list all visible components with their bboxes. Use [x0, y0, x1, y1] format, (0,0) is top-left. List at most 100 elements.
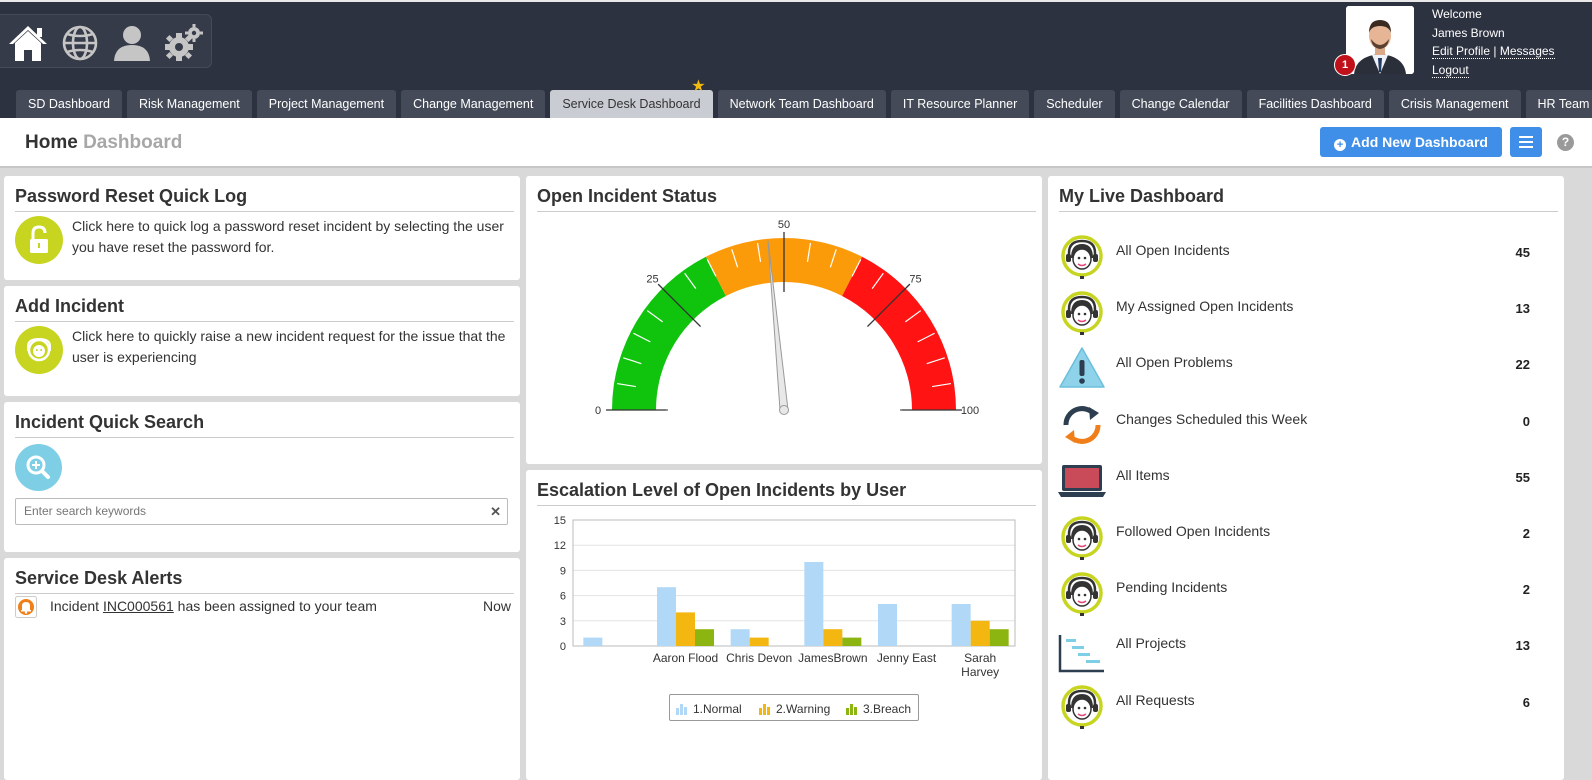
tab-scheduler[interactable]: Scheduler — [1034, 90, 1115, 119]
live-item-count: 2 — [1522, 526, 1530, 541]
live-item-label: Pending Incidents — [1116, 579, 1228, 596]
clear-icon[interactable]: ✕ — [490, 504, 501, 519]
panel-title: Add Incident — [15, 296, 124, 316]
alert-item[interactable]: Incident INC000561 has been assigned to … — [15, 596, 511, 618]
headset-agent-icon — [1058, 232, 1106, 280]
gauge-band-red — [842, 256, 956, 410]
logout-link[interactable]: Logout — [1432, 62, 1469, 78]
escalation-chart-panel: Escalation Level of Open Incidents by Us… — [526, 470, 1042, 780]
live-item-all-open-problems[interactable]: All Open Problems 22 — [1058, 344, 1558, 398]
user-name: James Brown — [1432, 25, 1505, 40]
incident-quick-search-panel: Incident Quick Search ✕ — [4, 402, 520, 552]
tab-sd-dashboard[interactable]: SD Dashboard — [16, 90, 122, 119]
gauge-minor-tick — [926, 357, 945, 365]
alert-prefix: Incident — [50, 598, 100, 614]
bar — [804, 562, 824, 646]
messages-link[interactable]: Messages — [1499, 44, 1555, 59]
help-icon[interactable]: ? — [1557, 134, 1574, 151]
live-item-count: 2 — [1522, 582, 1530, 598]
unlock-icon[interactable] — [15, 216, 63, 264]
live-item-count: 6 — [1522, 694, 1530, 710]
add-new-dashboard-button[interactable]: + Add New Dashboard — [1320, 127, 1502, 157]
avatar[interactable] — [1346, 6, 1414, 74]
live-item-label: Changes Scheduled this Week — [1116, 410, 1308, 427]
tab-change-management[interactable]: Change Management — [401, 90, 546, 119]
live-item-count: 45 — [1515, 245, 1530, 260]
bar — [823, 629, 843, 646]
page-title-dashboard: Dashboard — [83, 132, 183, 153]
panel-title: Incident Quick Search — [15, 412, 205, 432]
legend-item-normal[interactable]: 1.Normal — [676, 702, 742, 716]
headset-agent-icon[interactable] — [15, 326, 63, 374]
panel-title: Service Desk Alerts — [15, 568, 183, 588]
globe-icon[interactable] — [58, 21, 102, 65]
edit-profile-link[interactable]: Edit Profile — [1432, 44, 1491, 59]
bar — [695, 629, 714, 646]
y-tick-label: 12 — [554, 540, 566, 552]
y-tick-label: 6 — [560, 591, 566, 603]
x-tick-label: Harvey — [961, 665, 999, 679]
alert-message: has been assigned to your team — [177, 598, 377, 614]
menu-button[interactable] — [1510, 127, 1542, 157]
top-navigation-bar: 1 Welcome James Brown Edit Profile | Mes… — [0, 0, 1592, 119]
add-incident-panel[interactable]: Add Incident Click here to quickly raise… — [4, 286, 520, 396]
plot-area — [572, 519, 1016, 647]
chart-legend: 1.Normal 2.Warning 3.Breach — [669, 694, 919, 721]
tab-it-resource-planner[interactable]: IT Resource Planner — [890, 90, 1030, 119]
notification-badge[interactable]: 1 — [1334, 54, 1356, 76]
x-tick-label: Sarah — [964, 651, 996, 665]
live-item-count: 0 — [1522, 413, 1530, 429]
bar — [730, 629, 750, 646]
bell-icon — [15, 596, 37, 621]
legend-item-warning[interactable]: 2.Warning — [759, 702, 830, 716]
tab-facilities-dashboard[interactable]: Facilities Dashboard — [1246, 90, 1384, 119]
user-icon[interactable] — [110, 21, 154, 65]
gauge-minor-tick — [904, 310, 922, 323]
bar — [951, 604, 971, 646]
live-item-all-requests[interactable]: All Requests 6 — [1058, 682, 1558, 736]
password-reset-description[interactable]: Click here to quick log a password reset… — [72, 218, 504, 255]
dashboard-tabs: SD Dashboard Risk Management Project Manag… — [16, 79, 1592, 119]
live-item-count: 22 — [1515, 357, 1530, 373]
tab-project-management[interactable]: Project Management — [256, 90, 397, 119]
gauge-tick-label: 100 — [961, 405, 979, 417]
live-item-label: All Requests — [1116, 691, 1195, 708]
tab-crisis-management[interactable]: Crisis Management — [1388, 90, 1521, 119]
gantt-chart-icon — [1058, 625, 1106, 673]
live-item-changes-scheduled-this-week[interactable]: Changes Scheduled this Week 0 — [1058, 401, 1558, 455]
tab-risk-management[interactable]: Risk Management — [127, 90, 252, 119]
live-item-pending-incidents[interactable]: Pending Incidents 2 — [1058, 569, 1558, 623]
password-reset-panel[interactable]: Password Reset Quick Log Click here to q… — [4, 176, 520, 280]
gauge-minor-tick — [851, 259, 862, 277]
plus-circle-icon: + — [1334, 139, 1347, 151]
gauge-minor-tick — [829, 249, 837, 268]
headset-agent-icon — [1058, 569, 1106, 617]
zoom-in-icon[interactable] — [15, 444, 62, 491]
gauge-tick-label: 50 — [778, 219, 790, 231]
tab-hr-team[interactable]: HR Team — [1525, 90, 1592, 119]
live-item-all-open-incidents[interactable]: All Open Incidents 45 — [1058, 232, 1558, 286]
incident-link[interactable]: INC000561 — [102, 598, 174, 614]
gauge-minor-tick — [932, 382, 952, 388]
legend-item-breach[interactable]: 3.Breach — [846, 702, 911, 716]
live-item-followed-open-incidents[interactable]: Followed Open Incidents 2 — [1058, 513, 1558, 567]
live-item-label: Followed Open Incidents — [1116, 523, 1271, 539]
gauge-chart: 0 25 50 75 100 — [595, 219, 979, 417]
live-item-my-assigned-open-incidents[interactable]: My Assigned Open Incidents 13 — [1058, 288, 1558, 342]
gauge-minor-tick — [616, 382, 636, 388]
search-input[interactable] — [24, 504, 474, 518]
live-item-label: My Assigned Open Incidents — [1116, 298, 1294, 315]
tab-service-desk-dashboard[interactable]: Service Desk Dashboard ★ — [550, 79, 713, 119]
page-title-home: Home — [25, 132, 78, 153]
home-icon[interactable] — [6, 21, 50, 65]
live-item-all-projects[interactable]: All Projects 13 — [1058, 625, 1558, 679]
page-header: Home Dashboard + Add New Dashboard ? — [0, 118, 1592, 168]
add-incident-description[interactable]: Click here to quickly raise a new incide… — [72, 328, 506, 365]
live-item-all-items[interactable]: All Items 55 — [1058, 457, 1558, 511]
gauge-minor-tick — [706, 259, 717, 277]
settings-icon[interactable] — [162, 21, 206, 65]
gauge-tick-label: 75 — [909, 273, 921, 285]
tab-network-team-dashboard[interactable]: Network Team Dashboard — [717, 90, 886, 119]
bar-chart: 0 3 6 9 12 15 Aaron Flood Chris Devon JamesBrown… — [554, 515, 1016, 679]
tab-change-calendar[interactable]: Change Calendar — [1119, 90, 1242, 119]
